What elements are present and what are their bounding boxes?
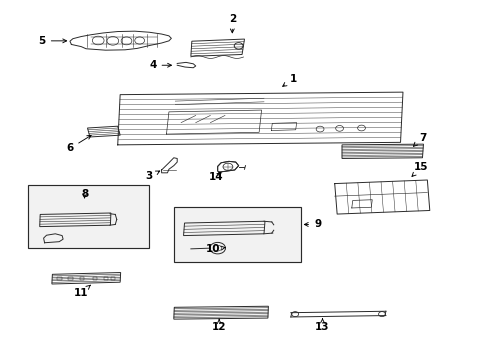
Text: 10: 10 bbox=[205, 244, 225, 254]
Bar bbox=[173, 207, 300, 262]
Bar bbox=[111, 277, 115, 280]
Text: 13: 13 bbox=[315, 319, 329, 332]
Bar bbox=[80, 277, 84, 280]
Text: 14: 14 bbox=[208, 172, 223, 182]
Text: 7: 7 bbox=[412, 133, 426, 146]
Text: 4: 4 bbox=[149, 60, 171, 70]
Text: 8: 8 bbox=[81, 189, 88, 199]
Text: 3: 3 bbox=[145, 171, 160, 181]
Text: 11: 11 bbox=[74, 285, 90, 298]
Text: 5: 5 bbox=[39, 36, 66, 46]
Text: 12: 12 bbox=[211, 319, 226, 332]
Text: 6: 6 bbox=[66, 135, 91, 153]
Text: 2: 2 bbox=[228, 14, 235, 33]
Bar bbox=[57, 277, 61, 280]
Text: 15: 15 bbox=[411, 162, 427, 176]
Bar bbox=[93, 277, 97, 280]
Bar bbox=[104, 277, 108, 280]
Text: 9: 9 bbox=[304, 220, 321, 229]
Bar bbox=[68, 277, 73, 280]
Bar bbox=[27, 185, 149, 248]
Text: 1: 1 bbox=[282, 74, 296, 86]
